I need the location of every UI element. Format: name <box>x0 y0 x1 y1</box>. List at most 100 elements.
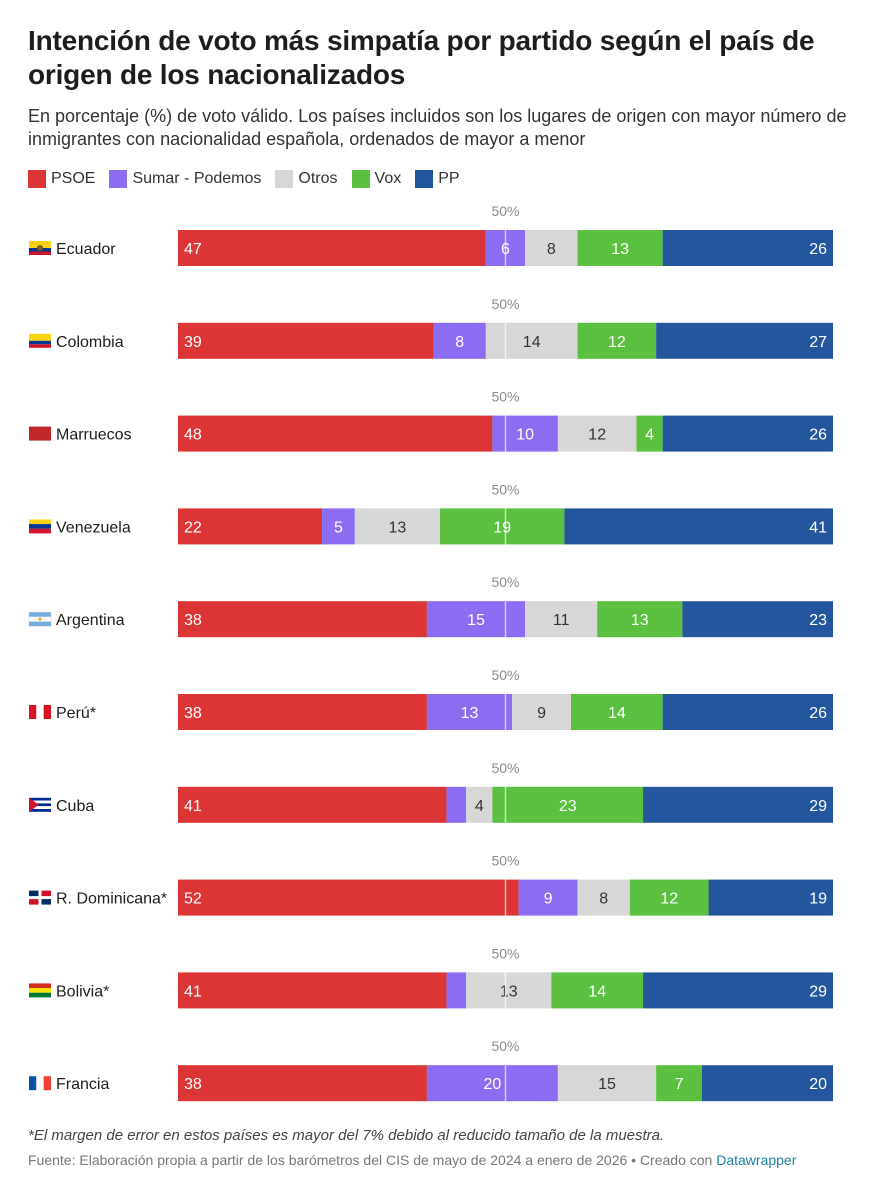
segment-value-label: 14 <box>588 983 606 1000</box>
legend-swatch <box>275 170 294 188</box>
bar-segment-vox <box>440 508 565 545</box>
segment-value-label: 8 <box>455 334 464 351</box>
bar-segment-sumar-podemos <box>518 879 578 916</box>
legend-label: Vox <box>374 170 402 187</box>
legend-swatch <box>351 170 370 188</box>
reference-label-50: 50% <box>491 574 519 590</box>
country-label: Marruecos <box>56 427 132 444</box>
legend-item-sumar-podemos: Sumar - Podemos <box>109 170 261 188</box>
country-label: Cuba <box>56 798 94 815</box>
bar-segment-pp <box>662 415 833 452</box>
segment-value-label: 13 <box>461 705 479 722</box>
dominican-republic-flag <box>29 890 51 905</box>
bar-segment-vox <box>571 694 663 730</box>
segment-value-label: 26 <box>809 705 827 722</box>
segment-value-label: 39 <box>184 334 202 351</box>
segment-value-label: 4 <box>645 427 654 444</box>
segment-value-label: 29 <box>809 983 827 1000</box>
reference-label-50: 50% <box>491 1038 519 1054</box>
bar-segment-sumar-podemos <box>322 508 355 545</box>
bar-segment-pp <box>662 230 833 266</box>
bar-segment-psoe <box>178 415 493 452</box>
country-label: Argentina <box>56 612 125 629</box>
bar-segment-otros <box>466 972 552 1009</box>
segment-value-label: 13 <box>611 241 629 258</box>
country-label: Ecuador <box>56 241 116 258</box>
country-label: Francia <box>56 1076 109 1093</box>
segment-value-label: 12 <box>588 427 606 444</box>
segment-value-label: 13 <box>389 519 407 536</box>
source-text: Fuente: Elaboración propia a partir de l… <box>28 1152 717 1168</box>
bar-segment-otros <box>525 601 598 638</box>
segment-value-label: 14 <box>608 705 626 722</box>
segment-value-label: 13 <box>500 983 518 1000</box>
ecuador-flag <box>29 241 51 255</box>
legend-item-vox: Vox <box>351 170 402 188</box>
bar-segment-psoe <box>178 230 486 266</box>
bar-segment-pp <box>643 786 833 823</box>
legend-item-otros: Otros <box>275 170 338 188</box>
bar-segment-vox <box>577 230 663 266</box>
segment-value-label: 52 <box>184 891 202 908</box>
segment-value-label: 4 <box>475 798 484 815</box>
segment-value-label: 11 <box>553 612 570 629</box>
bar-segment-pp <box>702 1065 833 1102</box>
stacked-bar-chart: 50%Ecuador4768132650%Colombia39814122750… <box>28 203 833 1102</box>
bar-segment-psoe <box>178 322 434 359</box>
bar-segment-psoe <box>178 786 447 823</box>
france-flag <box>29 1076 51 1091</box>
segment-value-label: 9 <box>544 891 553 908</box>
bar-segment-otros <box>577 879 630 916</box>
country-label: Venezuela <box>56 519 131 536</box>
reference-label-50: 50% <box>491 853 519 869</box>
bar-segment-vox <box>597 601 683 638</box>
segment-value-label: 38 <box>184 1076 202 1093</box>
colombia-flag <box>29 333 51 348</box>
bar-segment-psoe <box>178 972 447 1009</box>
segment-value-label: 9 <box>537 705 546 722</box>
legend-label: PSOE <box>51 170 96 187</box>
segment-value-label: 41 <box>809 519 827 536</box>
segment-value-label: 48 <box>184 427 202 444</box>
segment-value-label: 41 <box>184 798 202 815</box>
chart-subtitle: En porcentaje (%) de voto válido. Los pa… <box>28 106 847 149</box>
segment-value-label: 5 <box>334 519 343 536</box>
reference-label-50: 50% <box>491 667 519 683</box>
reference-label-50: 50% <box>491 945 519 961</box>
bar-segment-psoe <box>178 879 519 916</box>
segment-value-label: 7 <box>675 1076 684 1093</box>
legend-item-pp: PP <box>415 170 460 188</box>
bar-segment-vox <box>629 879 709 916</box>
reference-label-50: 50% <box>491 203 519 219</box>
bar-segment-pp <box>682 601 833 638</box>
bar-segment-otros <box>485 322 578 359</box>
bar-segment-pp <box>708 879 833 916</box>
bar-segment-pp <box>564 508 833 545</box>
bar-segment-pp <box>643 972 833 1009</box>
segment-value-label: 13 <box>631 612 649 629</box>
legend-item-psoe: PSOE <box>28 170 95 188</box>
footnote: *El margen de error en estos países es m… <box>28 1127 665 1144</box>
bar-segment-otros <box>557 1065 657 1102</box>
bar-segment-sumar-podemos <box>492 415 558 452</box>
segment-value-label: 38 <box>184 612 202 629</box>
bar-segment-psoe <box>178 601 427 638</box>
legend-swatch <box>415 170 434 188</box>
bar-segment-otros <box>466 786 493 823</box>
segment-value-label: 23 <box>809 612 827 629</box>
country-label: Perú* <box>56 705 96 722</box>
bar-segment-otros <box>525 230 578 266</box>
segment-value-label: 8 <box>599 891 608 908</box>
segment-value-label: 23 <box>559 798 577 815</box>
segment-value-label: 8 <box>547 241 556 258</box>
bar-segment-sumar-podemos <box>433 322 486 359</box>
legend-swatch <box>28 170 46 188</box>
bar-segment-sumar-podemos <box>426 694 513 730</box>
bar-segment-otros <box>354 508 440 545</box>
bar-segment-psoe <box>178 694 427 730</box>
reference-label-50: 50% <box>491 760 519 776</box>
bar-segment-vox <box>636 415 663 452</box>
segment-value-label: 26 <box>809 427 827 444</box>
bar-segment-vox <box>492 786 644 823</box>
datawrapper-link[interactable]: Datawrapper <box>716 1152 797 1168</box>
